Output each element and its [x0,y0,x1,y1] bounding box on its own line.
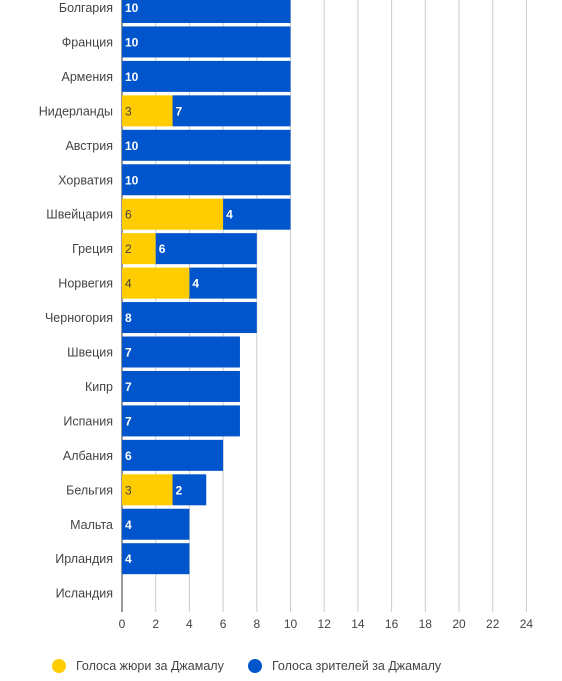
category-label: Норвегия [58,277,113,291]
value-label-viewers: 8 [125,311,132,325]
bar-viewers[interactable] [122,336,240,368]
bar-viewers[interactable] [172,474,207,506]
x-tick-label: 18 [419,617,433,631]
value-label-viewers: 10 [125,139,139,153]
value-label-viewers: 7 [125,346,132,360]
bar-viewers[interactable] [122,405,240,437]
x-tick-label: 0 [119,617,126,631]
x-axis-ticks: 0 2 4 6 8 10 12 14 16 18 20 22 24 [119,617,534,631]
bar-viewers[interactable] [122,164,291,196]
value-label-viewers: 2 [176,483,183,497]
category-label: Швеция [67,346,113,360]
category-label: Австрия [65,139,113,153]
category-label: Швейцария [46,208,113,222]
value-label-jury: 3 [125,483,132,497]
x-tick-label: 14 [351,617,365,631]
value-label-viewers: 4 [125,518,132,532]
legend: Голоса жюри за Джамалу Голоса зрителей з… [0,655,562,681]
bar-jury[interactable] [122,267,190,299]
value-label-viewers: 4 [192,277,199,291]
category-label: Исландия [56,587,113,601]
bar-viewers[interactable] [122,543,190,575]
legend-label-jury: Голоса жюри за Джамалу [76,659,224,673]
value-label-jury: 4 [125,277,132,291]
bar-jury[interactable] [122,474,173,506]
legend-label-viewers: Голоса зрителей за Джамалу [272,659,442,673]
bar-viewers[interactable] [189,267,257,299]
x-tick-label: 24 [520,617,534,631]
x-tick-label: 22 [486,617,500,631]
bar-viewers[interactable] [122,302,257,334]
x-tick-label: 2 [152,617,159,631]
value-label-viewers: 10 [125,35,139,49]
x-tick-label: 4 [186,617,193,631]
category-label: Нидерланды [39,104,113,118]
bar-viewers[interactable] [122,508,190,540]
bar-viewers[interactable] [223,198,291,230]
category-label: Ирландия [55,552,113,566]
category-label: Болгария [59,1,113,15]
legend-dot-jury-icon [52,659,66,673]
x-tick-label: 12 [318,617,332,631]
value-label-viewers: 10 [125,1,139,15]
value-label-viewers: 10 [125,173,139,187]
bars: 10 10 10 3 7 10 10 6 4 2 6 4 4 8 7 7 7 6 3 2 4 4 [122,0,291,575]
bar-viewers[interactable] [122,439,224,471]
value-label-jury: 2 [125,242,132,256]
value-label-viewers: 7 [125,380,132,394]
value-label-viewers: 7 [176,104,183,118]
category-label: Греция [72,242,113,256]
bar-viewers[interactable] [122,0,291,23]
category-label: Черногория [45,311,113,325]
x-tick-label: 20 [452,617,466,631]
category-labels: Болгария Франция Армения Нидерланды Австрия Х… [39,1,113,601]
x-tick-label: 10 [284,617,298,631]
bar-viewers[interactable] [122,60,291,92]
category-label: Кипр [85,380,113,394]
x-tick-label: 16 [385,617,399,631]
category-label: Мальта [70,518,113,532]
category-label: Франция [62,35,113,49]
legend-item-viewers[interactable]: Голоса зрителей за Джамалу [248,659,441,673]
bar-viewers[interactable] [122,129,291,161]
bar-jury[interactable] [122,95,173,127]
value-label-viewers: 4 [226,208,233,222]
bar-viewers[interactable] [172,95,291,127]
legend-dot-viewers-icon [248,659,262,673]
category-label: Бельгия [66,483,113,497]
bar-jury[interactable] [122,198,224,230]
bar-viewers[interactable] [122,370,240,402]
value-label-viewers: 4 [125,552,132,566]
category-label: Армения [62,70,114,84]
bar-viewers[interactable] [122,26,291,58]
value-label-viewers: 6 [125,449,132,463]
value-label-jury: 6 [125,208,132,222]
category-label: Испания [63,414,113,428]
x-tick-label: 8 [253,617,260,631]
bar-jury[interactable] [122,233,156,265]
value-label-jury: 3 [125,104,132,118]
value-label-viewers: 10 [125,70,139,84]
legend-item-jury[interactable]: Голоса жюри за Джамалу [52,659,224,673]
category-label: Албания [63,449,113,463]
category-label: Хорватия [58,173,113,187]
x-tick-label: 6 [220,617,227,631]
value-label-viewers: 6 [159,242,166,256]
value-label-viewers: 7 [125,414,132,428]
bar-viewers[interactable] [155,233,257,265]
